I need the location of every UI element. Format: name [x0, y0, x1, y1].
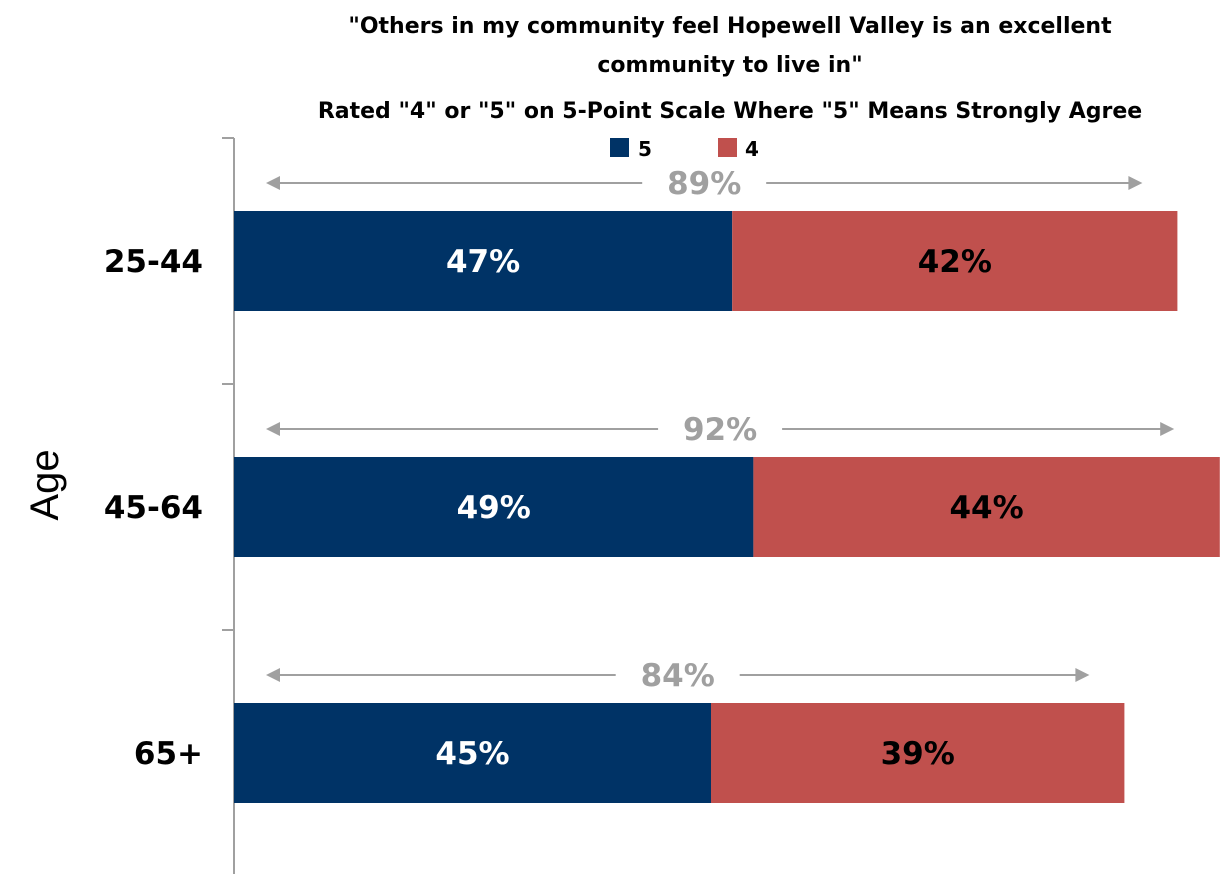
chart-title-line: community to live in" [597, 53, 862, 78]
bar-value-label: 42% [918, 244, 992, 280]
chart-title: "Others in my community feel Hopewell Va… [318, 14, 1142, 124]
y-axis [222, 137, 235, 874]
category-label: 25-44 [104, 244, 203, 280]
bars: 47% 42% 49% 44% 45% 39% [234, 211, 1220, 803]
legend-swatch-4 [718, 138, 737, 157]
bar-value-label: 44% [949, 490, 1023, 526]
chart-title-line: "Others in my community feel Hopewell Va… [348, 14, 1112, 39]
bar-value-label: 49% [457, 490, 531, 526]
bar-value-label: 39% [881, 736, 955, 772]
legend-label-5: 5 [638, 137, 652, 161]
category-label: 45-64 [104, 490, 203, 526]
bar-segment [234, 211, 733, 311]
bar-segment [732, 211, 1178, 311]
total-label: 89% [667, 166, 741, 202]
legend-swatch-5 [610, 138, 629, 157]
bar-segment [711, 703, 1125, 803]
total-bracket-arrow-left [266, 668, 280, 682]
bar-segment [234, 703, 711, 803]
total-bracket-arrow-right [1160, 422, 1175, 436]
total-label: 84% [641, 658, 715, 694]
category-label: 65+ [134, 736, 203, 772]
bar-segment [234, 457, 754, 557]
y-axis-tick-labels: 25-44 45-64 65+ [104, 244, 203, 772]
total-bracket-arrow-right [1128, 176, 1143, 190]
legend-label-4: 4 [745, 137, 759, 161]
y-axis-title: Age [23, 449, 67, 520]
total-bracket-arrow-right [1075, 668, 1090, 682]
bar-segment [753, 457, 1220, 557]
bar-value-label: 45% [435, 736, 509, 772]
total-bracket-arrow-left [266, 422, 280, 436]
chart-subtitle: Rated "4" or "5" on 5-Point Scale Where … [318, 99, 1142, 124]
total-brackets: 89% 92% 84% [266, 166, 1175, 694]
total-label: 92% [683, 412, 757, 448]
chart-legend: 5 4 [610, 137, 759, 161]
total-bracket-arrow-left [266, 176, 280, 190]
bar-value-label: 47% [446, 244, 520, 280]
